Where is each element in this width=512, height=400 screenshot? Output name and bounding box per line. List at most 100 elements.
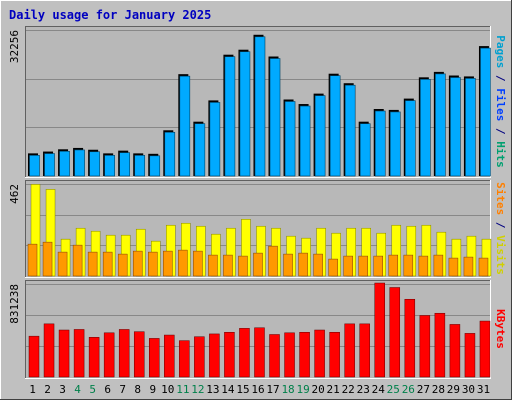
- panel-kbytes: 831238 KBytes: [8, 280, 507, 379]
- day-label: 13: [206, 383, 219, 396]
- day-label: 15: [236, 383, 249, 396]
- bar-sites: [117, 253, 128, 277]
- y-axis-label-visits: Sites / Visits: [494, 182, 507, 275]
- bar-hits: [450, 77, 461, 177]
- bar-sites: [328, 258, 338, 277]
- panel-hits: 32256 Pages / Files / Hits: [8, 26, 507, 178]
- bar-kbytes: [118, 329, 130, 378]
- bar-hits: [314, 95, 326, 177]
- bar-kbytes: [344, 323, 355, 378]
- bar-kbytes: [239, 328, 250, 378]
- bar-kbytes: [103, 332, 115, 378]
- bar-sites: [388, 254, 399, 277]
- bar-sites: [298, 252, 308, 277]
- bar-sites: [102, 251, 113, 277]
- bar-sites: [208, 254, 218, 277]
- bar-sites: [42, 241, 53, 277]
- bar-sites: [163, 250, 173, 277]
- bar-hits: [89, 151, 100, 177]
- bar-hits: [149, 155, 161, 177]
- y-axis-label-part: Sites: [494, 182, 507, 215]
- day-label: 7: [119, 383, 126, 396]
- day-label: 24: [372, 383, 386, 396]
- bar-hits: [179, 75, 191, 177]
- bar-kbytes: [209, 333, 220, 378]
- bar-kbytes: [284, 332, 295, 378]
- bar-kbytes: [314, 329, 325, 378]
- y-axis-label-hits: Pages / Files / Hits: [494, 35, 507, 168]
- day-label: 26: [402, 383, 415, 396]
- bar-sites: [283, 253, 293, 277]
- bar-kbytes: [149, 338, 160, 378]
- bar-kbytes: [269, 334, 280, 378]
- bar-kbytes: [449, 324, 461, 378]
- y-max-label: 32256: [8, 30, 21, 63]
- panel-visits: 462 Sites / Visits: [8, 180, 507, 278]
- bar-kbytes: [58, 329, 70, 378]
- day-label: 8: [134, 383, 141, 396]
- y-max-label: 831238: [8, 284, 21, 324]
- bar-sites: [148, 251, 158, 277]
- bar-hits: [389, 111, 401, 177]
- day-label: 17: [266, 383, 279, 396]
- day-label: 16: [251, 383, 264, 396]
- bar-hits: [44, 153, 55, 177]
- day-label: 29: [447, 383, 460, 396]
- bar-hits: [480, 47, 491, 177]
- bar-hits: [209, 102, 221, 177]
- bar-hits: [299, 105, 311, 177]
- bar-sites: [57, 251, 68, 277]
- day-label: 11: [176, 383, 189, 396]
- bar-hits: [224, 56, 236, 177]
- bar-kbytes: [164, 334, 175, 378]
- bar-sites: [178, 249, 188, 277]
- bar-kbytes: [464, 333, 476, 378]
- bar-hits: [465, 78, 476, 177]
- bar-kbytes: [329, 331, 340, 378]
- day-label: 31: [477, 383, 490, 396]
- bar-kbytes: [133, 331, 145, 378]
- day-label: 25: [387, 383, 400, 396]
- bar-sites: [27, 243, 38, 277]
- bar-sites: [403, 254, 414, 277]
- bar-hits: [194, 123, 206, 177]
- bar-hits: [359, 123, 371, 177]
- bar-kbytes: [43, 323, 55, 378]
- bar-hits: [329, 75, 341, 177]
- day-label: 1: [29, 383, 36, 396]
- chart-title: Daily usage for January 2025: [9, 8, 211, 22]
- bar-kbytes: [179, 340, 190, 378]
- day-label: 6: [104, 383, 111, 396]
- y-axis-label-part: Files: [494, 88, 507, 121]
- bar-kbytes: [404, 298, 416, 378]
- bar-sites: [448, 257, 459, 277]
- bar-sites: [193, 250, 203, 277]
- bar-sites: [478, 257, 489, 277]
- bar-hits: [344, 84, 356, 177]
- bar-sites: [358, 255, 368, 277]
- bar-kbytes: [73, 329, 85, 378]
- bar-kbytes: [359, 323, 370, 378]
- bar-kbytes: [254, 327, 265, 378]
- bar-sites: [223, 254, 233, 277]
- bar-hits: [74, 149, 85, 177]
- bar-kbytes: [88, 337, 100, 378]
- bar-kbytes: [434, 312, 446, 378]
- bar-sites: [253, 252, 263, 277]
- bar-sites: [373, 255, 383, 277]
- day-label: 4: [74, 383, 81, 396]
- bar-hits: [134, 155, 146, 177]
- y-axis-label-part: Visits: [494, 235, 507, 275]
- bar-hits: [239, 51, 251, 177]
- y-max-label: 462: [8, 184, 21, 204]
- day-label: 3: [59, 383, 66, 396]
- bar-kbytes: [224, 331, 235, 378]
- bar-sites: [72, 244, 83, 277]
- x-axis-day-labels: 1 2 3 4 5 6 7 8 9 10 11 12 13 14 15 16 17 18 19 20 21 22 23 24 2…: [29, 383, 490, 396]
- y-axis-label-kbytes: KBytes: [494, 309, 507, 349]
- bar-sites: [87, 251, 98, 277]
- bar-kbytes: [28, 335, 40, 378]
- y-axis-label-part: /: [494, 215, 507, 235]
- y-axis-label-part: KBytes: [494, 309, 507, 349]
